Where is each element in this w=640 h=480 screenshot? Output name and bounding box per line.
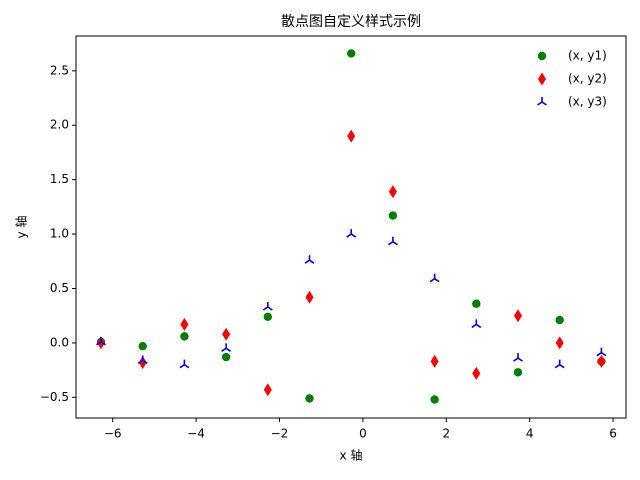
y-tick-label: 1.0 — [50, 227, 69, 241]
point — [346, 229, 357, 238]
point — [179, 359, 190, 369]
x-tick-label: −4 — [187, 427, 205, 441]
point — [222, 327, 231, 341]
legend-label: (x, y2) — [568, 72, 607, 86]
y-tick-label: 2.5 — [50, 63, 69, 77]
point — [305, 290, 314, 304]
point — [514, 309, 523, 323]
point — [347, 49, 356, 58]
point — [347, 129, 356, 143]
legend-marker — [538, 72, 546, 86]
point — [472, 366, 481, 380]
x-tick-label: 0 — [359, 427, 367, 441]
point — [137, 355, 148, 364]
point — [513, 353, 523, 362]
x-axis-label: x 轴 — [340, 448, 363, 463]
point — [97, 336, 106, 350]
x-tick-label: 4 — [526, 427, 534, 441]
point — [304, 255, 315, 264]
point — [221, 352, 231, 362]
y-tick-label: 2.0 — [50, 118, 69, 132]
y-tick-label: 0.0 — [50, 335, 69, 349]
point — [305, 394, 314, 403]
point — [555, 336, 564, 350]
point — [472, 299, 481, 308]
legend-label: (x, y1) — [568, 49, 607, 63]
point — [262, 301, 273, 311]
y-tick-label: −0.5 — [40, 390, 69, 404]
point — [180, 317, 189, 331]
x-tick-label: −6 — [104, 427, 122, 441]
y-tick-label: 1.5 — [50, 172, 69, 186]
point — [388, 211, 398, 220]
x-tick-label: 6 — [609, 427, 617, 441]
point — [555, 315, 564, 325]
x-tick-label: 2 — [442, 427, 450, 441]
point — [430, 354, 439, 368]
point — [138, 341, 147, 351]
point — [180, 332, 189, 341]
point — [387, 236, 398, 246]
y-axis-label: y 轴 — [14, 216, 29, 239]
point — [263, 312, 273, 321]
legend-label: (x, y3) — [568, 95, 607, 109]
legend-marker — [537, 51, 547, 61]
point — [138, 355, 147, 369]
point — [429, 273, 440, 283]
point — [96, 336, 106, 346]
y-tick-label: 0.5 — [50, 281, 69, 295]
point — [597, 354, 606, 368]
point — [263, 383, 272, 397]
chart-title: 散点图自定义样式示例 — [281, 14, 421, 30]
point — [388, 185, 397, 199]
x-tick-label: −2 — [271, 427, 289, 441]
plot-frame — [75, 35, 627, 419]
point — [430, 395, 439, 404]
point — [554, 359, 565, 369]
point — [471, 319, 482, 329]
point — [221, 343, 232, 353]
point — [513, 368, 523, 377]
legend-marker — [537, 97, 547, 106]
point — [596, 347, 607, 357]
